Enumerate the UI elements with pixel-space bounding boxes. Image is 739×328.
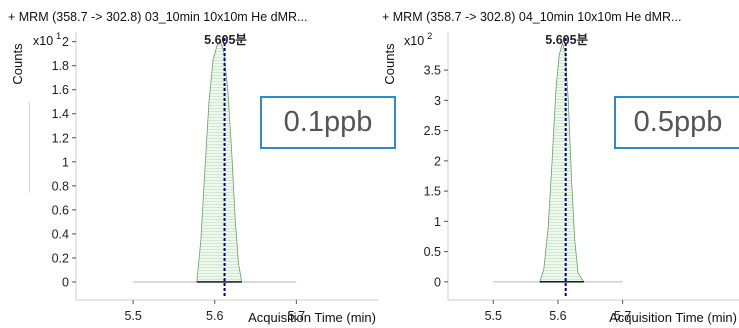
y-tick-label: 1.6 — [52, 83, 69, 97]
y-tick-label: 1.5 — [424, 185, 441, 199]
y-tick-label: 0.6 — [52, 203, 69, 217]
chart-panel-0.5ppb: + MRM (358.7 -> 302.8) 04_10min 10x10m H… — [378, 0, 739, 328]
concentration-label-box: 0.1ppb — [260, 96, 396, 149]
x-tick-label: 5.5 — [124, 309, 141, 323]
y-multiplier-exponent: 2 — [427, 31, 432, 42]
x-tick-label: 5.5 — [485, 309, 502, 323]
chart-panel-0.1ppb: + MRM (358.7 -> 302.8) 03_10min 10x10m H… — [8, 10, 396, 325]
y-axis-label: Counts — [10, 43, 25, 85]
peak-label: 5.605분 — [204, 33, 247, 47]
side-marker-line — [29, 102, 30, 193]
y-tick-label: 0.5 — [424, 245, 441, 259]
y-tick-label: 3 — [434, 94, 441, 108]
y-tick-label: 0.2 — [52, 251, 69, 265]
peak-label: 5.605분 — [545, 33, 588, 47]
x-tick-label: 5.7 — [614, 309, 631, 323]
y-tick-label: 2.5 — [424, 124, 441, 138]
peak-line — [539, 41, 585, 283]
x-tick-label: 5.7 — [288, 309, 305, 323]
x-axis-label: Acquisition Time (min) — [609, 310, 737, 325]
y-tick-label: 2 — [434, 154, 441, 168]
y-tick-label: 0.4 — [52, 227, 69, 241]
y-tick-label: 3.5 — [424, 64, 441, 78]
y-tick-label: 1.4 — [52, 107, 69, 121]
chart-title: + MRM (358.7 -> 302.8) 03_10min 10x10m H… — [8, 10, 308, 24]
y-tick-label: 2 — [62, 35, 69, 49]
x-axis-label: Acquisition Time (min) — [248, 310, 376, 325]
y-tick-label: 1 — [62, 155, 69, 169]
concentration-label-box: 0.5ppb — [614, 96, 739, 149]
y-tick-label: 0 — [434, 275, 441, 289]
y-tick-label: 1.2 — [52, 131, 69, 145]
peak-hatching — [196, 41, 242, 282]
y-tick-label: 1 — [434, 215, 441, 229]
chart-title: + MRM (358.7 -> 302.8) 04_10min 10x10m H… — [382, 10, 682, 24]
chromatogram-plot: 0 0.2 0.4 0.6 0.8 1 1.2 1.4 1.6 1.8 2 5.5 5.6 5.7Acqu… — [10, 31, 378, 325]
y-tick-label: 0.8 — [52, 179, 69, 193]
y-tick-label: 0 — [62, 275, 69, 289]
x-tick-label: 5.6 — [549, 309, 566, 323]
y-axis-label: Counts — [382, 43, 397, 85]
peak-line — [196, 40, 243, 283]
x-tick-label: 5.6 — [206, 309, 223, 323]
peak-hatching — [539, 42, 584, 282]
y-multiplier: x10 — [404, 34, 424, 48]
y-multiplier-exponent: 1 — [56, 31, 61, 42]
y-multiplier: x10 — [33, 34, 53, 48]
y-tick-label: 1.8 — [52, 59, 69, 73]
